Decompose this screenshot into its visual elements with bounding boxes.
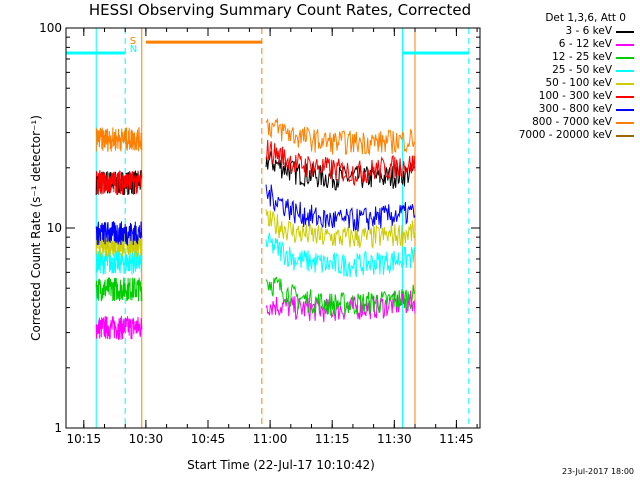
legend-label: 7000 - 20000 keV bbox=[518, 129, 612, 141]
legend-swatch bbox=[616, 122, 634, 124]
plot-frame bbox=[65, 27, 481, 429]
axes-layer bbox=[65, 27, 481, 429]
timestamp-label: 23-Jul-2017 18:00 bbox=[561, 467, 634, 476]
legend-label: 25 - 50 keV bbox=[552, 64, 612, 76]
legend-swatch bbox=[616, 135, 634, 137]
legend-swatch bbox=[616, 44, 634, 46]
series-line bbox=[265, 118, 416, 156]
legend-item: 25 - 50 keV bbox=[484, 64, 634, 77]
legend-label: 3 - 6 keV bbox=[565, 25, 612, 37]
legend-swatch bbox=[616, 57, 634, 59]
legend-item: 3 - 6 keV bbox=[484, 25, 634, 38]
marker-label: S bbox=[130, 36, 136, 47]
x-tick-label: 11:45 bbox=[439, 432, 474, 446]
legend-label: 800 - 7000 keV bbox=[532, 116, 612, 128]
marker-layer: SN bbox=[130, 36, 137, 55]
series-line bbox=[265, 209, 416, 250]
x-tick-label: 11:00 bbox=[253, 432, 288, 446]
legend: Det 1,3,6, Att 0 3 - 6 keV 6 - 12 keV 12 -… bbox=[484, 12, 634, 142]
series-line bbox=[95, 315, 143, 341]
legend-swatch bbox=[616, 109, 634, 111]
bar-layer bbox=[66, 40, 469, 55]
legend-swatch bbox=[616, 96, 634, 98]
chart-title: HESSI Observing Summary Count Rates, Cor… bbox=[88, 1, 472, 19]
legend-item: 12 - 25 keV bbox=[484, 51, 634, 64]
y-axis-label: Corrected Count Rate (s⁻¹ detector⁻¹) bbox=[29, 115, 43, 341]
series-line bbox=[95, 277, 143, 302]
series-layer bbox=[95, 118, 416, 341]
legend-label: 12 - 25 keV bbox=[552, 51, 612, 63]
series-line bbox=[265, 232, 416, 278]
x-tick-label: 10:45 bbox=[191, 432, 226, 446]
legend-item: 50 - 100 keV bbox=[484, 77, 634, 90]
legend-item: 7000 - 20000 keV bbox=[484, 129, 634, 142]
legend-item: 300 - 800 keV bbox=[484, 103, 634, 116]
series-line bbox=[95, 127, 143, 152]
series-line bbox=[95, 232, 143, 258]
x-axis-label: Start Time (22-Jul-17 10:10:42) bbox=[187, 458, 375, 472]
tick-layer: 10:15 10:30 10:45 11:00 11:15 11:30 11:45 1 10 10… bbox=[39, 21, 480, 446]
series-line bbox=[265, 276, 416, 316]
x-tick-label: 11:30 bbox=[377, 432, 412, 446]
x-tick-label: 10:15 bbox=[67, 432, 102, 446]
y-tick-label: 10 bbox=[47, 221, 62, 235]
y-tick-label: 100 bbox=[39, 21, 62, 35]
legend-label: 6 - 12 keV bbox=[558, 38, 612, 50]
series-line bbox=[95, 221, 143, 246]
legend-swatch bbox=[616, 31, 634, 33]
legend-item: 6 - 12 keV bbox=[484, 38, 634, 51]
marker-label: N bbox=[130, 44, 137, 55]
y-tick-label: 1 bbox=[54, 421, 62, 435]
x-tick-label: 11:15 bbox=[315, 432, 350, 446]
legend-label: 100 - 300 keV bbox=[538, 90, 612, 102]
legend-title: Det 1,3,6, Att 0 bbox=[545, 12, 626, 24]
series-line bbox=[265, 184, 416, 232]
legend-swatch bbox=[616, 70, 634, 72]
series-line bbox=[95, 250, 143, 275]
series-line bbox=[265, 139, 416, 187]
x-tick-label: 10:30 bbox=[129, 432, 164, 446]
series-line bbox=[96, 170, 143, 196]
legend-label: 300 - 800 keV bbox=[538, 103, 612, 115]
legend-item: 100 - 300 keV bbox=[484, 90, 634, 103]
legend-label: 50 - 100 keV bbox=[545, 77, 612, 89]
legend-swatch bbox=[616, 83, 634, 85]
legend-item: 800 - 7000 keV bbox=[484, 116, 634, 129]
legend-rows: 3 - 6 keV 6 - 12 keV 12 - 25 keV 25 - 50 ke… bbox=[484, 25, 634, 142]
